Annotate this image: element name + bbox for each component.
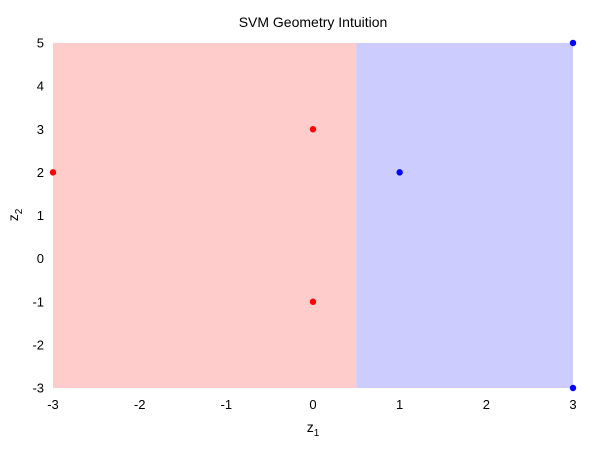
negative-point-1 (309, 126, 317, 133)
x-axis-label-subscript: 1 (314, 428, 320, 439)
y-tick-label: 1 (37, 208, 44, 223)
negative-point-2 (309, 298, 317, 305)
negative-region (53, 43, 357, 388)
y-tick-label: 0 (37, 251, 44, 266)
x-axis-label-base: z (307, 419, 314, 435)
x-tick-label: 1 (396, 397, 403, 412)
y-axis-label-subscript: 2 (14, 208, 25, 214)
positive-point-1 (569, 39, 577, 47)
x-tick-label: -3 (47, 397, 59, 412)
x-tick-label: 2 (483, 397, 490, 412)
chart-title: SVM Geometry Intuition (239, 14, 388, 30)
y-axis-label: z2 (5, 208, 25, 221)
y-tick-label: 2 (37, 165, 44, 180)
x-tick-labels: -3 -2 -1 0 1 2 3 (47, 397, 576, 412)
y-tick-label: -1 (32, 294, 44, 309)
x-axis-label: z1 (307, 419, 320, 439)
x-tick-label: 0 (309, 397, 316, 412)
y-tick-label: 5 (37, 36, 44, 51)
positive-point-2 (569, 384, 577, 392)
y-tick-labels: -3 -2 -1 0 1 2 3 4 5 (32, 36, 44, 396)
y-tick-label: 4 (37, 79, 44, 94)
x-tick-label: -2 (134, 397, 146, 412)
y-tick-label: -2 (32, 337, 44, 352)
negative-point-0 (49, 169, 57, 176)
x-tick-label: -1 (221, 397, 233, 412)
decision-regions (53, 43, 573, 388)
positive-point-0 (396, 169, 403, 176)
positive-region (356, 43, 573, 388)
y-tick-label: 3 (37, 122, 44, 137)
data-points (49, 39, 577, 392)
y-tick-label: -3 (32, 381, 44, 396)
y-axis-label-base: z (5, 214, 21, 221)
x-tick-label: 3 (569, 397, 576, 412)
